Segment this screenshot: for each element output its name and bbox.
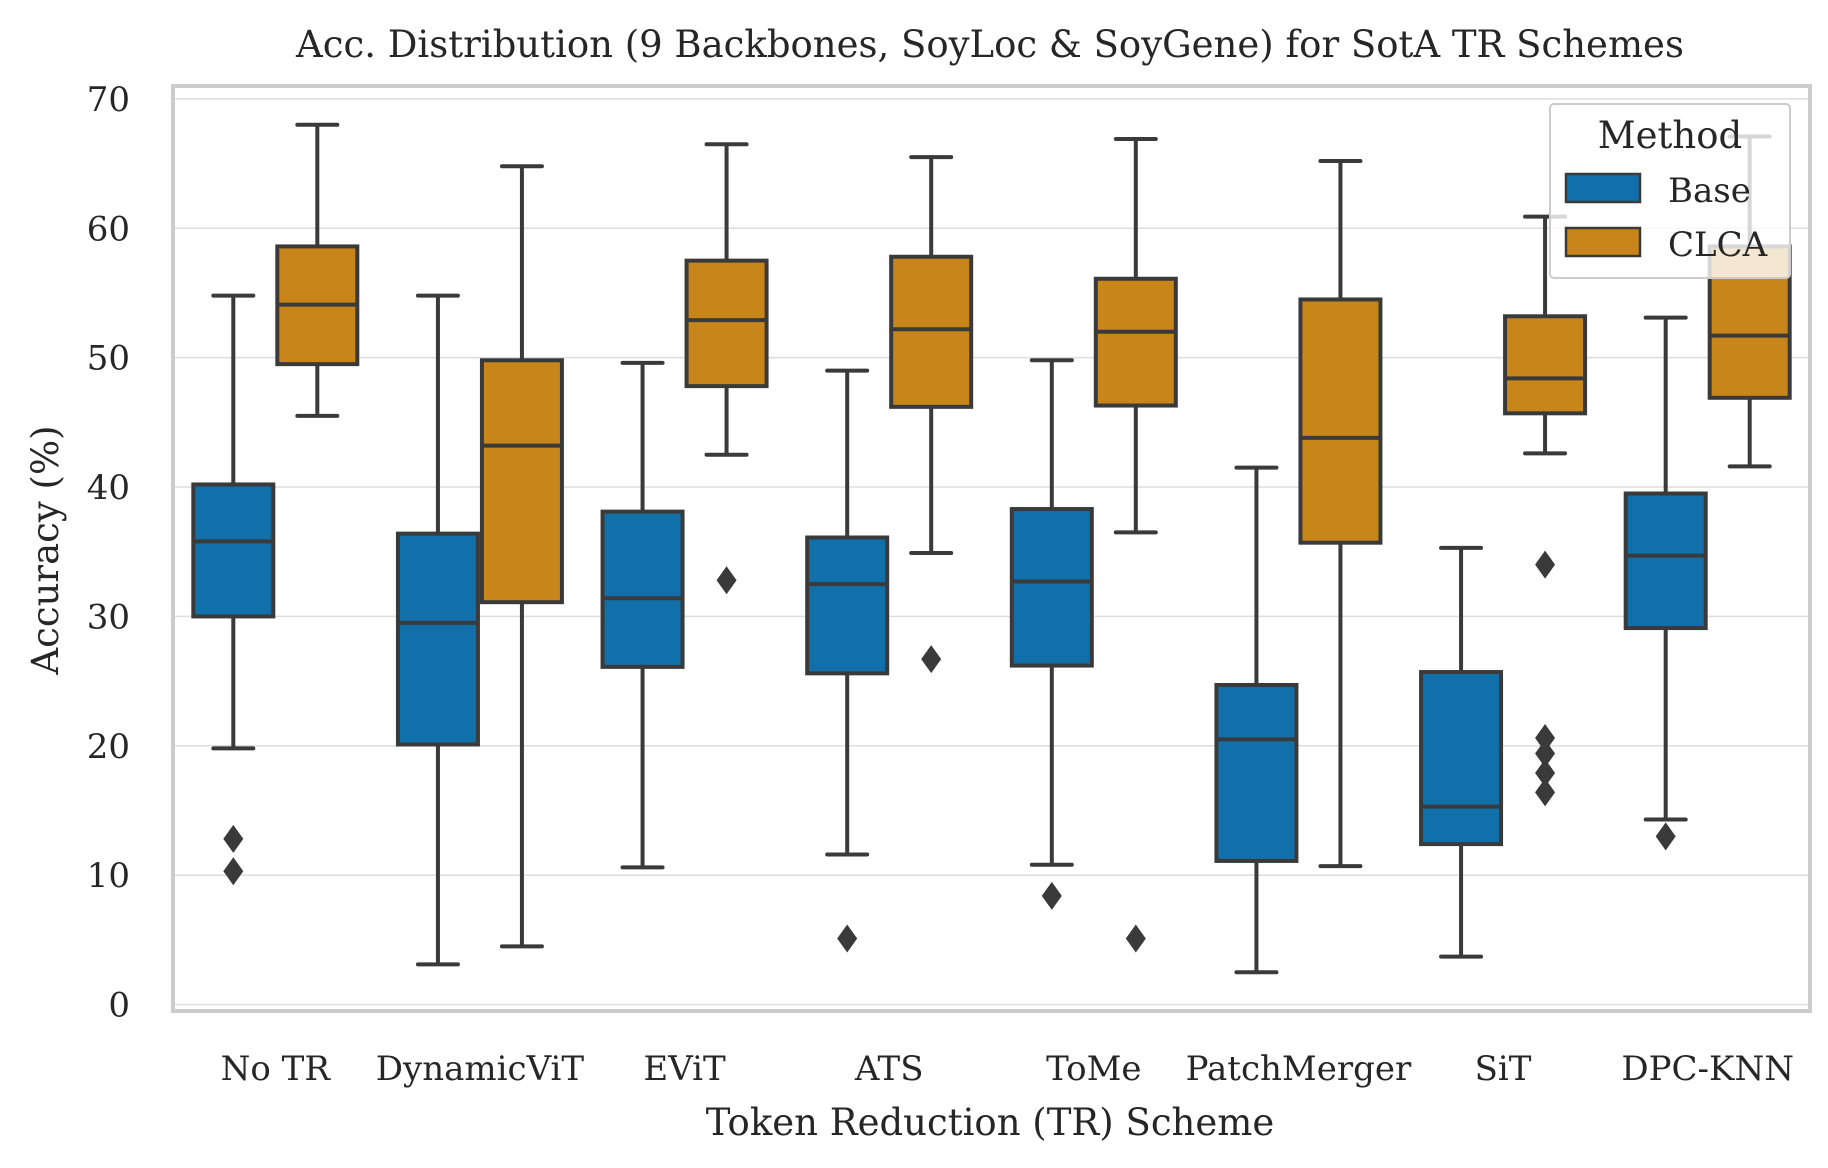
x-tick-label: No TR [221,1049,332,1089]
box-clca [1093,137,1178,953]
iqr-box [1298,297,1383,545]
legend-title: Method [1598,114,1742,157]
y-tick-label: 70 [87,80,130,120]
plot-frame [171,84,1812,1013]
iqr-box [1503,314,1588,416]
box-base [805,368,890,953]
iqr-box [1093,276,1178,408]
outlier-point [223,824,244,853]
y-axis-label: Accuracy (%) [24,425,67,675]
box-base [1623,315,1708,851]
y-tick-label: 40 [87,468,130,508]
x-axis-label: Token Reduction (TR) Scheme [706,1101,1275,1144]
iqr-box [684,258,769,389]
iqr-box [1009,507,1094,668]
x-tick-label: DPC-KNN [1621,1049,1794,1089]
y-tick-label: 0 [108,986,130,1026]
box-base [1214,465,1299,975]
x-tick-label: SiT [1475,1049,1532,1089]
y-axis-ticks: 0 10 20 30 40 50 60 70 [87,80,130,1026]
legend-label-clca: CLCA [1668,225,1768,265]
iqr-box [805,535,890,676]
y-tick-label: 10 [87,856,130,896]
outlier-point [1535,739,1556,768]
iqr-box [1214,682,1299,863]
legend-label-base: Base [1668,171,1751,211]
iqr-box [191,482,276,619]
outlier-point [223,857,244,886]
y-tick-label: 20 [87,727,130,767]
legend: Method Base CLCA [1549,103,1791,279]
box-clca [275,122,360,418]
y-tick-label: 50 [87,339,130,379]
outlier-point [1535,758,1556,787]
legend-swatch-clca [1564,226,1642,258]
iqr-box [889,254,974,409]
outlier-point [921,645,942,674]
iqr-box [395,531,480,747]
box-base [395,293,480,967]
outlier-point [1535,778,1556,807]
iqr-box [1623,491,1708,631]
iqr-box [1419,670,1504,847]
box-base [1009,358,1094,910]
legend-swatch-base [1564,172,1642,204]
outlier-point [1535,550,1556,579]
x-tick-label: ToMe [1046,1049,1141,1089]
box-clca [479,164,564,949]
box-base [600,360,685,870]
box-clca [1298,159,1383,869]
box-clca [684,142,769,595]
box-clca [889,155,974,674]
outlier-point [1041,881,1062,910]
x-tick-label: DynamicViT [376,1049,585,1089]
chart-title: Acc. Distribution (9 Backbones, SoyLoc &… [295,23,1684,66]
box-base [191,293,276,886]
x-tick-label: EViT [643,1049,726,1089]
y-tick-label: 30 [87,597,130,637]
outlier-point [716,566,737,595]
outlier-point [1655,822,1676,851]
x-tick-label: PatchMerger [1186,1049,1412,1089]
iqr-box [479,358,564,605]
box-clca [1503,214,1588,807]
outlier-point [837,924,858,953]
iqr-box [600,509,685,669]
x-tick-label: ATS [854,1049,924,1089]
x-axis-ticks: No TR DynamicViT EViT ATS ToMe PatchMerger SiT… [221,1049,1794,1089]
outlier-point [1125,924,1146,953]
y-tick-label: 60 [87,209,130,249]
outlier-point [1535,724,1556,753]
box-base [1419,545,1504,959]
